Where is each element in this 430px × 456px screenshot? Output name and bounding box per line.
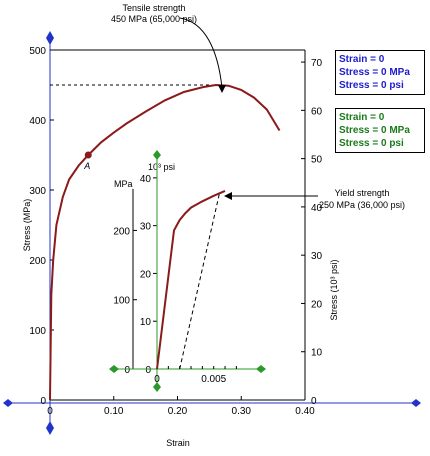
inset-psi-tick-label: 30 [140,222,152,233]
inset-left-tick-label: 200 [113,226,130,237]
inset-handle-bottom[interactable] [153,382,161,392]
inset-left-tick-label: 100 [113,296,130,307]
inset-handle-top[interactable] [153,150,161,160]
x-tick-label: 0 [47,406,53,417]
main-y-axis-title: Stress (MPa) [22,199,32,252]
readout-inset-stress-psi: Stress = 0 psi [339,138,404,149]
readout-inset: Strain = 0 Stress = 0 MPa Stress = 0 psi [335,108,425,153]
inset-handle-left[interactable] [109,365,119,373]
crosshair-handle-bottom[interactable] [46,421,54,435]
y-tick-label: 100 [29,326,46,337]
inset-chart: 0 100 200 MPa 0 10 20 30 40 10³ psi 0 0.005 [109,150,266,392]
readout-main-stress-mpa: Stress = 0 MPa [339,67,410,78]
yield-label-line2: 250 MPa (36,000 psi) [319,200,405,210]
point-a-label: A [83,161,90,171]
inset-x-tick-label: 0 [154,374,160,385]
readout-inset-strain: Strain = 0 [339,112,385,123]
yield-label-line1: Yield strength [335,188,390,198]
x-tick-label: 0.30 [232,406,252,417]
right-tick-label: 70 [311,58,323,69]
crosshair-handle-top[interactable] [46,31,54,45]
main-x-axis-title: Strain [166,438,190,448]
inset-psi-tick-label: 40 [140,174,152,185]
right-tick-label: 10 [311,348,323,359]
right-tick-label: 30 [311,251,323,262]
y-tick-label: 200 [29,256,46,267]
yield-arrowhead [224,192,232,200]
right-tick-label: 40 [311,203,323,214]
y-tick-label: 400 [29,116,46,127]
inset-psi-unit: 10³ psi [148,162,175,172]
right-tick-label: 60 [311,106,323,117]
inset-x-tick-label: 0.005 [201,374,226,385]
point-a-marker [84,151,92,159]
inset-left-tick-label: 0 [124,365,130,376]
inset-psi-tick-label: 0 [145,365,151,376]
readout-inset-stress-mpa: Stress = 0 MPa [339,125,410,136]
x-tick-label: 0.40 [295,406,315,417]
offset-line [179,193,220,370]
stress-strain-curve [49,83,281,401]
y-tick-label: 0 [40,396,46,407]
inset-mpa-unit: MPa [114,179,133,189]
main-ticks: 0 0.10 0.20 0.30 0.4001002003004005000102030… [29,46,322,417]
main-curve-layer: A [49,83,281,401]
right-tick-label: 50 [311,155,323,166]
inset-curve [156,189,226,370]
x-tick-label: 0.10 [104,406,124,417]
y-tick-label: 500 [29,46,46,57]
inset-psi-tick-label: 10 [140,317,152,328]
tensile-arrowhead [218,85,226,93]
main-right-axis-title: Stress (10³ psi) [329,259,339,320]
y-tick-label: 300 [29,186,46,197]
tensile-arrow [179,17,223,89]
crosshair-handle-right[interactable] [411,399,421,407]
tensile-label-line1: Tensile strength [122,3,185,13]
readout-main: Strain = 0 Stress = 0 MPa Stress = 0 psi [335,50,425,95]
right-tick-label: 0 [311,396,317,407]
readout-main-stress-psi: Stress = 0 psi [339,80,404,91]
right-tick-label: 20 [311,299,323,310]
crosshair-handle-left[interactable] [3,399,13,407]
readout-main-strain: Strain = 0 [339,54,385,65]
inset-psi-tick-label: 20 [140,269,152,280]
inset-handle-right[interactable] [256,365,266,373]
tensile-label-line2: 450 MPa (65,000 psi) [111,14,197,24]
x-tick-label: 0.20 [168,406,188,417]
